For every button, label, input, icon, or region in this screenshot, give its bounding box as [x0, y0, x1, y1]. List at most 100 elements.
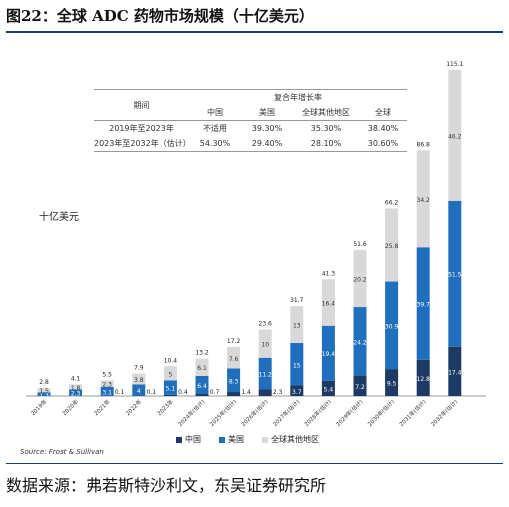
data-label: 30.9 [385, 323, 399, 330]
legend-swatch-china [176, 436, 182, 443]
data-label: 7.6 [229, 356, 239, 363]
total-label: 4.1 [71, 375, 81, 382]
total-label: 2.8 [39, 379, 49, 386]
data-label: 1.8 [71, 385, 81, 392]
total-label: 41.3 [322, 270, 336, 277]
data-label: 8.3 [229, 378, 239, 385]
x-tick-label: 2025年(估计) [208, 398, 238, 428]
cagr-cell: 38.40% [367, 124, 399, 133]
cagr-cell: 不适用 [203, 124, 227, 133]
cagr-col-rest: 全球其他地区 [293, 105, 359, 121]
bar-segment [290, 385, 304, 396]
bar-segment [227, 392, 241, 396]
cagr-table: 期间 复合年增长率 中国 美国 全球其他地区 全球 2019年至2023年 不适… [94, 89, 407, 152]
total-label: 31.7 [290, 297, 304, 304]
data-label: 34.2 [417, 197, 431, 204]
data-label: 0.4 [178, 389, 188, 396]
footer-source: 数据来源：弗若斯特沙利文，东吴证券研究所 [6, 476, 327, 495]
data-label: 46.2 [448, 133, 462, 140]
data-label: 20.2 [353, 276, 367, 283]
legend-label-us: 美国 [228, 435, 244, 444]
data-label: 5.1 [166, 386, 176, 393]
data-label: 6.1 [197, 365, 207, 372]
total-label: 10.4 [164, 357, 178, 364]
data-label: 5 [168, 371, 172, 378]
x-tick-label: 2024年(估计) [176, 398, 206, 428]
data-label: 1.4 [241, 389, 251, 396]
cagr-cell: 35.30% [310, 124, 342, 133]
data-label: 39.7 [417, 301, 431, 308]
data-label: 3.1 [102, 389, 112, 396]
x-tick-label: 2023年 [155, 397, 175, 417]
data-label: 2.3 [273, 389, 283, 396]
y-axis-unit-label: 十亿美元 [39, 212, 79, 223]
data-label: 0.1 [147, 389, 157, 396]
bar-segment [321, 380, 335, 396]
x-tick-label: 2019年 [29, 397, 49, 417]
bar-segment [448, 69, 462, 201]
data-label: 25.8 [385, 243, 399, 250]
bar-segment [195, 394, 209, 396]
bar-segment [416, 359, 430, 396]
legend-label-rest: 全球其他地区 [271, 435, 319, 444]
bar-segment [416, 247, 430, 360]
legend-swatch-us [219, 436, 225, 443]
chart-legend: 中国 美国 全球其他地区 [176, 434, 319, 445]
x-tick-label: 2020年 [61, 397, 81, 417]
data-label: 19.4 [322, 351, 336, 358]
bar-segment [100, 386, 114, 396]
bar-segment [69, 389, 83, 396]
bar-segment [195, 358, 209, 376]
data-label: 12.8 [417, 376, 431, 383]
legend-item-china: 中国 [176, 434, 201, 445]
chart-source-note: Source: Frost & Sullivan [20, 448, 104, 456]
data-label: 2.3 [71, 391, 81, 398]
data-label: 51.5 [448, 272, 462, 279]
total-label: 115.1 [446, 61, 463, 68]
cagr-col-china: 中国 [189, 105, 241, 121]
bar-segment [353, 375, 367, 396]
cagr-row-period: 2019年至2023年 [109, 124, 174, 133]
cagr-cell: 30.60% [367, 139, 399, 148]
cagr-header: 复合年增长率 [189, 89, 407, 105]
data-label: 3.8 [134, 377, 144, 384]
bar-segment [258, 357, 272, 390]
data-label: 13 [293, 323, 301, 330]
footer-divider [6, 463, 503, 464]
cagr-col-global: 全球 [359, 105, 407, 121]
x-tick-label: 2032年(估计) [429, 398, 459, 428]
bar-segment [353, 249, 367, 308]
legend-swatch-rest [262, 436, 268, 443]
bar-segment [227, 346, 241, 369]
data-label: 1.3 [39, 392, 49, 399]
chart-svg: 1.31.52.82019年2.31.84.12020年0.13.12.35.5… [26, 61, 486, 428]
cagr-row: 2023年至2032年（估计） 54.30% 29.40% 28.10% 30.… [94, 136, 407, 152]
cagr-col-us: 美国 [241, 105, 293, 121]
bar-segment [416, 150, 430, 248]
data-label: 7.2 [355, 384, 365, 391]
bar-segment [258, 389, 272, 396]
bar-segment [448, 346, 462, 396]
x-tick-label: 2026年(估计) [239, 398, 269, 428]
data-label: 4 [137, 388, 141, 395]
bar-segment [100, 380, 114, 387]
total-label: 51.6 [353, 241, 367, 248]
data-label: 16.4 [322, 301, 336, 308]
data-label: 9.5 [387, 381, 397, 388]
bar-segment [163, 366, 177, 381]
x-tick-label: 2029年(估计) [334, 398, 364, 428]
x-tick-label: 2027年(估计) [271, 398, 301, 428]
page-title: 图22：全球 ADC 药物市场规模（十亿美元） [6, 7, 314, 25]
bar-segment [290, 343, 304, 386]
bar-segment [385, 369, 399, 396]
bar-segment [353, 307, 367, 376]
bar-segment [385, 208, 399, 282]
x-tick-label: 2022年 [124, 397, 144, 417]
cagr-cell: 54.30% [199, 139, 231, 148]
bar-segment [321, 279, 335, 326]
legend-label-china: 中国 [185, 435, 201, 444]
bar-segment [132, 384, 146, 396]
data-label: 2.3 [102, 382, 112, 389]
title-divider [6, 31, 503, 33]
cagr-row-period: 2023年至2032年（估计） [94, 139, 191, 148]
